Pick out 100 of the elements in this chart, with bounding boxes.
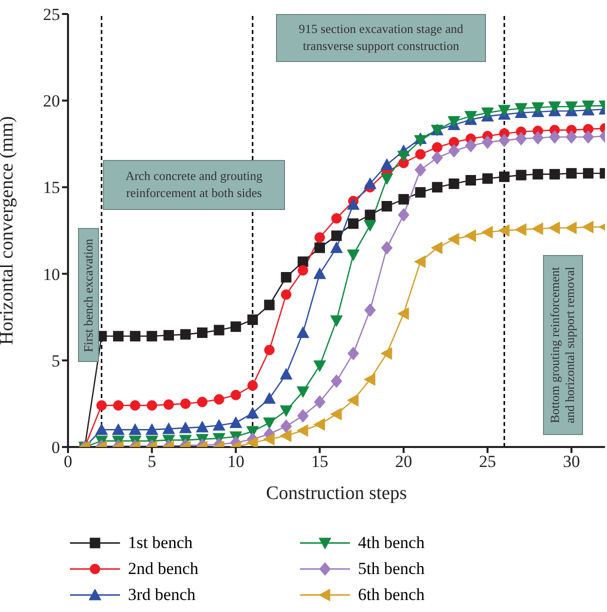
legend-label: 6th bench [358,585,425,605]
point [565,101,578,113]
point [197,327,208,338]
point [448,136,460,148]
point [230,416,242,428]
point [179,422,192,434]
x-tick-label: 15 [311,452,328,472]
point [566,168,577,179]
point [380,173,394,185]
point [130,330,140,342]
point [197,396,208,408]
legend-label: 3rd bench [128,585,196,605]
point [532,131,544,145]
y-tick-label: 5 [52,351,60,370]
point [313,360,326,372]
point [482,173,493,184]
point [263,418,276,429]
point [113,400,124,411]
point [112,423,125,435]
y-tick-label: 25 [43,5,60,24]
point [96,400,107,411]
point [298,256,308,267]
callout-box: 915 section excavation stage and transverse support construction [276,14,486,62]
point [230,390,242,400]
point [347,198,360,210]
point [130,400,140,411]
point [514,103,528,115]
point [482,135,494,149]
point [498,224,510,237]
point [465,138,476,152]
point [364,303,376,317]
point [498,104,511,116]
point [314,395,326,409]
point [415,149,426,160]
point [414,163,426,177]
point [314,242,325,254]
point [330,408,342,420]
x-tick-label: 30 [562,452,580,472]
legend-label: 2nd bench [128,559,198,579]
point [582,100,594,112]
point [431,151,443,165]
point [448,116,460,128]
point [280,368,292,380]
point [348,218,359,229]
point [481,107,494,119]
point [348,346,360,360]
callout-box: Bottom grouting reinforcement and horizontal support removal [543,255,583,435]
point [514,223,526,236]
point [498,134,510,148]
point [180,329,191,340]
point [246,436,258,447]
point [364,177,376,189]
point [466,175,476,186]
point [214,394,224,405]
point [532,222,544,236]
point [364,373,376,386]
point [364,210,376,220]
point [448,232,460,246]
point [499,172,510,182]
point [331,230,342,241]
point [464,110,477,122]
point [280,405,292,417]
point [314,232,325,243]
point [313,418,325,431]
point [347,250,360,261]
point [382,201,392,212]
point [464,229,476,242]
point [380,347,392,360]
point [263,432,275,446]
point [296,326,310,338]
point [95,423,108,435]
point [414,255,426,268]
annotation: Arch concrete and grouting reinforcement at both sides [124,168,264,202]
point [548,130,560,144]
point [298,265,308,276]
point [214,324,224,336]
point [582,130,594,144]
x-tick-label: 0 [64,452,72,472]
annotation: 915 section excavation stage and transverse support construction [298,21,464,55]
point [414,135,427,147]
point [163,330,174,341]
x-tick-label: 20 [395,452,412,472]
point [548,101,561,113]
y-tick-label: 20 [43,92,60,111]
point [146,330,158,342]
point [280,272,292,283]
legend-label: 5th bench [358,559,425,579]
point [113,330,124,342]
point [280,289,292,300]
point [515,132,527,146]
point [296,386,310,398]
point [347,394,359,406]
point [582,220,594,234]
point [280,419,292,433]
annotation: Bottom grouting reinforcement and horizontal support removal [548,266,578,426]
point [264,300,275,310]
point [330,315,343,327]
point [397,150,410,162]
point [163,399,174,410]
y-tick-label: 15 [43,178,60,198]
